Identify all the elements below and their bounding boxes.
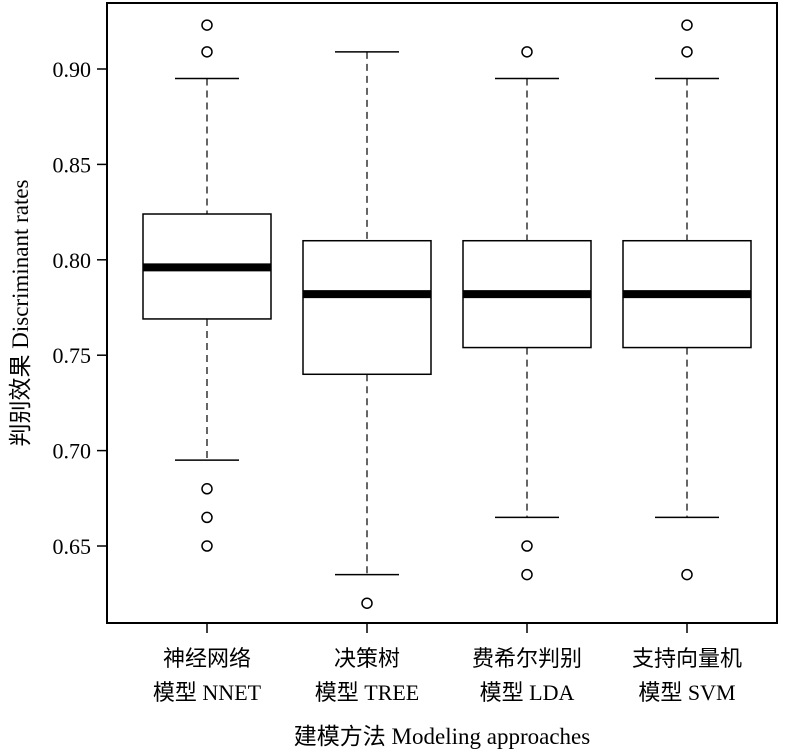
box-group bbox=[622, 19, 752, 581]
plot-frame bbox=[106, 2, 778, 624]
x-tick-label-line1: 决策树 bbox=[334, 646, 400, 671]
iqr-box bbox=[302, 239, 432, 376]
x-tick-label-line2: 模型 NNET bbox=[153, 680, 262, 705]
x-tick-label-line2: 模型 SVM bbox=[638, 680, 735, 705]
outlier-point bbox=[681, 568, 693, 581]
x-tick-label-line1: 神经网络 bbox=[163, 646, 251, 671]
boxes-layer bbox=[142, 19, 752, 609]
y-tick-label: 0.85 bbox=[53, 152, 92, 177]
outlier-point bbox=[201, 46, 213, 58]
x-tick-label-line1: 费希尔判别 bbox=[472, 646, 582, 671]
y-tick-label: 0.70 bbox=[53, 439, 92, 464]
outlier-point bbox=[201, 19, 213, 31]
y-tick-label: 0.90 bbox=[53, 57, 92, 82]
outlier-point bbox=[201, 540, 213, 552]
x-tick-label-line2: 模型 LDA bbox=[480, 680, 575, 705]
outlier-point bbox=[521, 46, 533, 58]
y-tick-label: 0.65 bbox=[53, 534, 92, 559]
x-axis-title: 建模方法 Modeling approaches bbox=[294, 724, 590, 749]
box-group bbox=[302, 51, 432, 609]
outlier-point bbox=[681, 46, 693, 58]
outlier-point bbox=[521, 568, 533, 581]
y-tick-label: 0.75 bbox=[53, 343, 92, 368]
outlier-point bbox=[681, 19, 693, 31]
y-axis-title: 判别效果 Discriminant rates bbox=[8, 179, 33, 446]
y-axis: 0.65 0.70 0.75 0.80 0.85 0.90 bbox=[53, 57, 107, 559]
box-group bbox=[462, 46, 592, 581]
outlier-point bbox=[201, 483, 213, 495]
x-tick-label-line1: 支持向量机 bbox=[632, 646, 742, 671]
outlier-point bbox=[521, 540, 533, 552]
y-tick-label: 0.80 bbox=[53, 248, 92, 273]
outlier-point bbox=[361, 597, 373, 609]
x-tick-label-line2: 模型 TREE bbox=[315, 680, 420, 705]
box-group bbox=[142, 19, 272, 552]
outlier-point bbox=[201, 511, 213, 524]
